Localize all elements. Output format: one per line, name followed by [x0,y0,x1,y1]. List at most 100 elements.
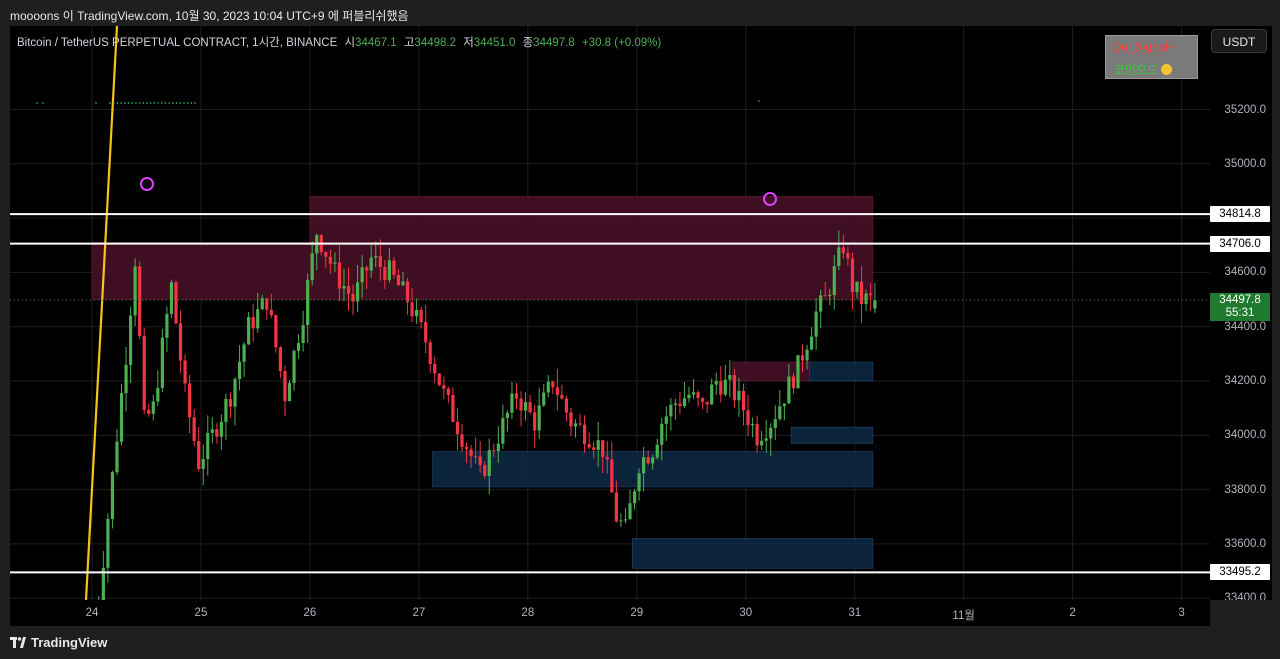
candle-bull [124,364,128,394]
candle-bull [156,387,160,402]
candle-bull [415,309,419,317]
signal-dot [42,102,44,104]
candle-bull [206,432,210,460]
level-price-label: 34706.0 [1210,235,1270,252]
candle-bear [188,383,192,418]
candle-bear [265,298,269,310]
candle-bear [197,441,201,469]
candle-bear [419,309,423,323]
candle-bear [324,252,328,257]
signal-title: Qu_Signal+ [1112,40,1176,54]
candle-bull [682,398,687,406]
signal-mode-label: 코인모드 [1114,63,1159,77]
signal-dot [175,102,178,104]
candle-bear [601,440,605,458]
candle-bull [260,298,264,310]
candle-bull [133,266,137,316]
resistance-zone [91,242,874,300]
candle-bull [809,336,814,350]
candle-bull [664,416,668,424]
brand-name: TradingView [31,635,108,650]
candle-bull [837,247,841,267]
candle-bull [310,253,314,281]
current-price-label: 34497.8 55:31 [1210,293,1270,322]
candle-bear [215,429,219,437]
candle-bull [505,412,510,419]
current-price-value: 34497.8 [1219,294,1261,307]
time-label: 2 [1069,607,1076,619]
signal-dot [36,102,38,104]
candle-bull [301,325,305,344]
price-tick: 34200.0 [1224,375,1266,387]
candle-bull [855,281,859,293]
candle-bull [710,384,714,405]
chart-pane[interactable]: Bitcoin / TetherUS PERPETUAL CONTRACT, 1… [10,26,1210,600]
candlestick-chart[interactable] [10,26,1210,600]
candle-bear [446,388,450,395]
support-zone [790,426,874,444]
candle-bear [569,412,573,427]
candle-bear [365,267,369,271]
candle-bull [828,295,832,297]
candle-bear [841,247,845,254]
tradingview-icon [10,637,26,648]
candle-bull [151,401,155,414]
signal-marker-icon [763,192,777,206]
currency-button[interactable]: USDT [1211,29,1267,53]
footer: TradingView [0,626,1280,659]
candle-bull [510,393,514,413]
candle-bull [106,518,110,568]
candle-bear [442,385,446,389]
signal-dot [124,102,126,104]
time-label: 30 [739,607,753,619]
signal-dot [142,102,145,104]
candle-bear [433,363,437,374]
candle-bear [732,375,737,401]
candle-bull [782,403,786,407]
signal-dot [135,102,137,104]
level-price-label: 33495.2 [1210,564,1270,581]
candle-bull [160,337,164,388]
signal-dot [179,102,182,104]
candle-bull [110,472,115,519]
candle-bear [492,450,496,452]
signal-dot [186,102,189,104]
candle-bear [451,394,455,422]
candle-bear [464,446,469,450]
symbol-title[interactable]: Bitcoin / TetherUS PERPETUAL CONTRACT, 1… [17,37,338,49]
tradingview-logo[interactable]: TradingView [10,635,107,650]
time-label: 25 [194,607,208,619]
time-label: 29 [630,607,644,619]
candle-bull [673,403,677,405]
candle-bear [719,381,723,395]
candle-bull [750,424,755,426]
candle-bull [487,450,491,476]
signal-indicator-box[interactable]: Qu_Signal+ 코인모드 [1105,35,1198,79]
candle-bull [573,423,578,427]
candle-bull [210,429,214,433]
candle-bear [678,403,682,406]
candle-bear [850,258,855,293]
candle-bull [169,282,174,315]
low-label: 저 [463,37,474,49]
candle-bull [374,256,378,258]
open-label: 시 [344,37,356,49]
candle-bear [533,412,537,431]
open-value: 34467.1 [355,37,397,49]
candle-bear [564,398,569,413]
candle-bull [596,440,600,450]
signal-dot [95,102,97,104]
candle-bull [728,375,732,380]
candle-bear [251,317,255,329]
candle-bull [723,379,727,395]
time-axis[interactable]: 24 25 26 27 28 29 30 31 11월 2 3 [10,600,1210,626]
candle-bull [778,406,782,420]
candle-bear [823,295,827,297]
price-axis[interactable]: 35200.0 35000.0 34600.0 34400.0 34200.0 34000… [1210,26,1272,600]
candle-bull [546,381,550,393]
candle-bear [405,281,410,303]
candle-bull [773,419,777,428]
price-tick: 35200.0 [1224,103,1266,116]
candle-bear [138,266,142,337]
candle-bear [192,417,196,442]
